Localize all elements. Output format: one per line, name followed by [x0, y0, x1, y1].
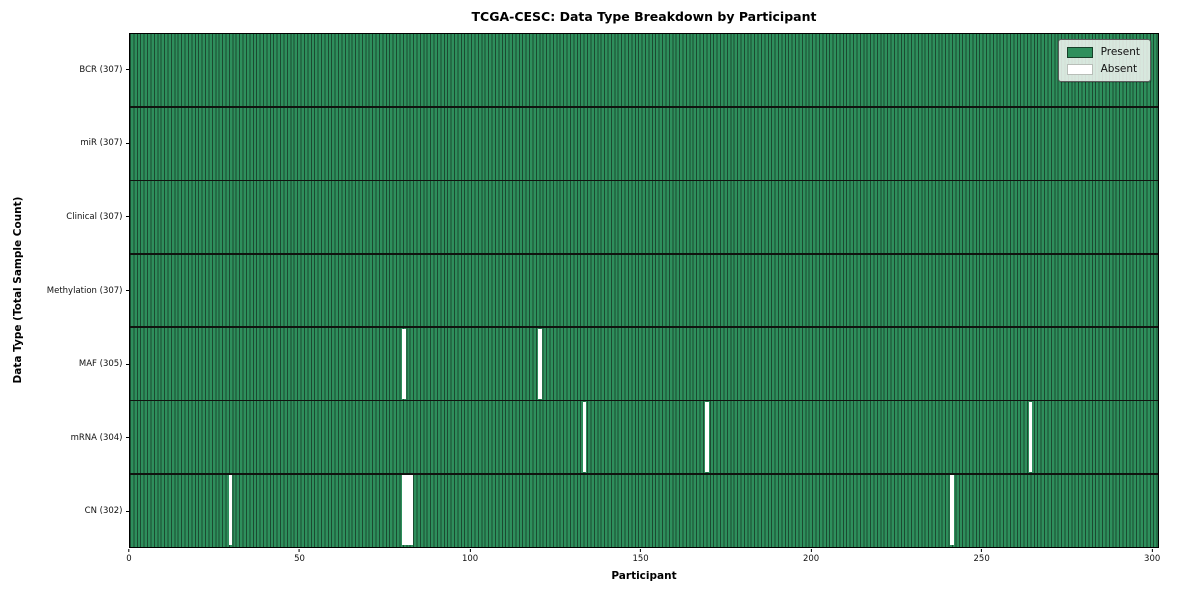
absent-gap-CN-82 [409, 475, 413, 546]
x-tick-label: 250 [973, 553, 990, 564]
x-tick: 250 [973, 548, 990, 564]
tick-mark [981, 548, 983, 552]
legend-label: Absent [1100, 63, 1138, 75]
absent-gap-MAF-80 [402, 328, 407, 399]
y-tick-label: CN (302) [84, 506, 123, 517]
y-tick: Methylation (307) [47, 286, 129, 296]
present-swatch-icon [1066, 46, 1093, 58]
x-tick: 150 [632, 548, 649, 564]
row-separator [130, 179, 1158, 182]
x-tick: 300 [1144, 548, 1161, 564]
x-tick-label: 100 [461, 553, 479, 564]
tick-mark [299, 548, 301, 552]
tick-mark [469, 548, 471, 552]
y-tick: mRNA (304) [71, 433, 129, 443]
tick-mark [125, 437, 129, 439]
row-separator [130, 399, 1158, 402]
x-tick-label: 50 [294, 553, 305, 564]
row-separator [130, 253, 1158, 255]
absent-gap-mRNA-169 [705, 402, 709, 473]
absent-gap-CN-81 [405, 475, 410, 546]
x-axis: 0 50 100 150 200 250 300 [126, 548, 1161, 579]
x-tick: 0 [126, 548, 132, 564]
y-tick-label: miR (307) [80, 138, 123, 149]
y-tick-label: mRNA (304) [70, 432, 123, 443]
y-axis: BCR (307) miR (307) Clinical (307) Methy… [0, 33, 129, 548]
y-tick: CN (302) [85, 506, 129, 516]
tick-mark [125, 142, 129, 144]
y-tick-label: MAF (305) [78, 359, 123, 370]
row-separator [130, 106, 1158, 109]
tick-mark [125, 290, 129, 291]
legend-item-absent: Absent [1066, 63, 1140, 75]
y-tick: MAF (305) [79, 359, 129, 369]
x-tick-label: 200 [802, 553, 820, 564]
y-tick-label: Clinical (307) [66, 211, 123, 222]
absent-gap-CN-241 [950, 475, 955, 546]
y-tick-label: Methylation (307) [46, 285, 123, 296]
absent-gap-mRNA-264 [1028, 402, 1033, 473]
x-tick-label: 150 [632, 553, 649, 564]
absent-swatch-icon [1066, 63, 1093, 75]
x-tick: 100 [461, 548, 479, 564]
tick-mark [125, 510, 129, 512]
plot-area: Present Absent [129, 33, 1159, 548]
tick-mark [128, 548, 130, 552]
y-tick: Clinical (307) [66, 212, 129, 222]
y-tick: miR (307) [80, 138, 129, 148]
legend-item-present: Present [1066, 46, 1140, 58]
tick-mark [125, 216, 129, 218]
tick-mark [125, 69, 129, 71]
absent-gap-CN-29 [228, 475, 233, 546]
tick-mark [125, 363, 129, 365]
tick-mark [810, 548, 812, 552]
chart-title: TCGA-CESC: Data Type Breakdown by Partic… [471, 9, 817, 24]
absent-gap-MAF-120 [538, 328, 543, 399]
row-separator [130, 326, 1158, 328]
x-axis-label: Participant [611, 570, 677, 582]
legend: Present Absent [1057, 39, 1151, 82]
absent-gap-mRNA-133 [582, 402, 587, 473]
row-separator [130, 472, 1158, 475]
x-tick-label: 0 [126, 553, 132, 564]
absent-gap-CN-80 [402, 475, 407, 546]
tick-mark [640, 548, 642, 552]
y-tick: BCR (307) [79, 65, 129, 75]
x-tick-label: 300 [1144, 553, 1161, 564]
x-tick: 200 [802, 548, 820, 564]
legend-label: Present [1100, 46, 1140, 58]
x-tick: 50 [294, 548, 305, 564]
y-tick-label: BCR (307) [79, 64, 123, 75]
tick-mark [1151, 548, 1153, 552]
